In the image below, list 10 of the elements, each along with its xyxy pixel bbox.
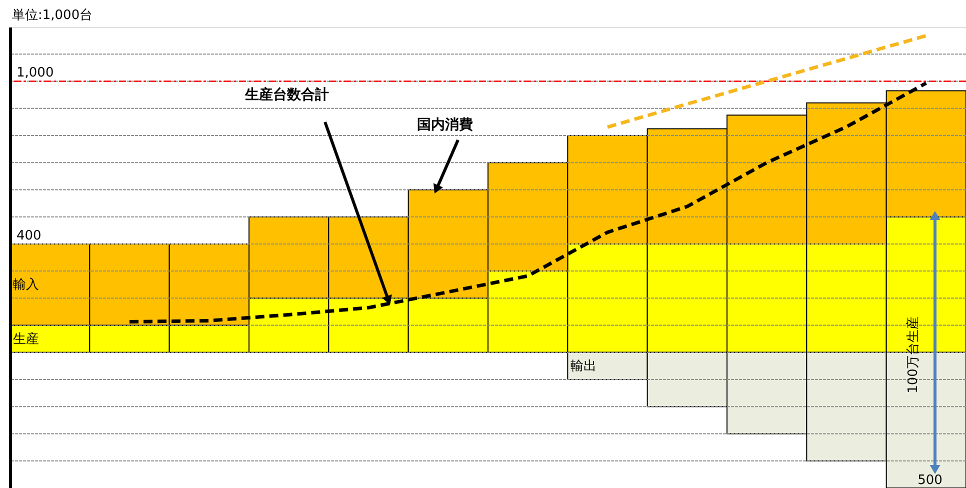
annotation: 500 xyxy=(918,473,942,488)
series-label: 輸入 xyxy=(13,278,39,293)
text: 単位:1,000台 xyxy=(12,8,93,23)
series-label: 生産 xyxy=(13,330,39,347)
annotation: 100万台生産 xyxy=(905,316,921,394)
annotation: 生産台数合計 xyxy=(244,86,329,103)
annotation: 国内消費 xyxy=(417,117,473,133)
y-tick-label: 1,000 xyxy=(16,66,54,81)
series-label: 輸出 xyxy=(570,358,597,374)
y-tick-label: 400 xyxy=(16,228,42,244)
